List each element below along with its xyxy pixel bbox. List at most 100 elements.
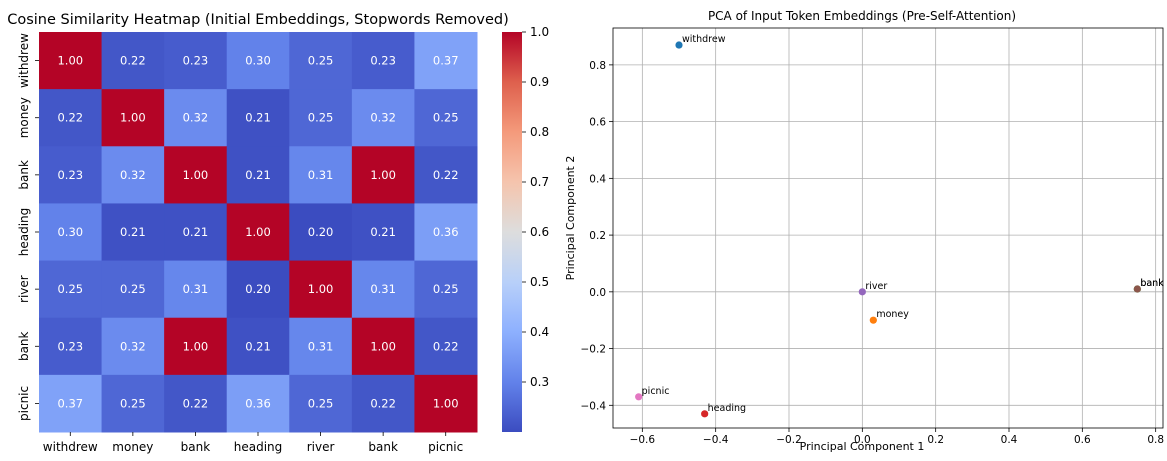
heatmap-value-label: 0.20 (308, 225, 334, 239)
heatmap-cell (414, 89, 478, 147)
heatmap-y-tick-label: money (17, 97, 31, 138)
heatmap-value-label: 0.30 (245, 54, 271, 68)
heatmap-cell (414, 374, 478, 433)
heatmap-y-tick-label: river (17, 275, 31, 303)
scatter-point-label: bank (1140, 278, 1164, 289)
scatter-y-tick-label: 0.6 (589, 117, 606, 129)
scatter-point-label: heading (708, 403, 746, 414)
heatmap-value-label: 0.25 (308, 111, 334, 125)
heatmap-value-label: 0.21 (120, 225, 146, 239)
heatmap-cell (289, 32, 353, 90)
colorbar-tick-label: 0.4 (530, 325, 549, 339)
scatter-x-tick-label: −0.6 (630, 434, 656, 446)
heatmap-cell (39, 89, 103, 147)
heatmap-cell (351, 32, 415, 90)
heatmap-panel: Cosine Similarity Heatmap (Initial Embed… (7, 12, 549, 454)
heatmap-x-tick-label: bank (368, 440, 398, 454)
heatmap-value-label: 0.21 (245, 111, 271, 125)
scatter-x-tick-label: −0.2 (776, 434, 802, 446)
heatmap-cell (164, 374, 228, 433)
heatmap-value-label: 1.00 (308, 282, 334, 296)
heatmap-value-label: 0.21 (245, 168, 271, 182)
scatter-x-axis-label: Principal Component 1 (800, 440, 925, 453)
scatter-point (1133, 285, 1141, 293)
scatter-y-tick-label: 0.4 (589, 173, 606, 185)
heatmap-cell (39, 203, 103, 262)
heatmap-y-tick-label: picnic (17, 386, 31, 421)
heatmap-value-label: 0.31 (370, 282, 396, 296)
colorbar-ticks: 0.3 0.4 0.5 0.6 0.7 0.8 0.9 1.0 (522, 25, 549, 389)
heatmap-value-label: 0.21 (370, 225, 396, 239)
heatmap-cell (164, 146, 228, 204)
scatter-x-tick-label: 0.2 (927, 434, 944, 446)
scatter-y-tick-label: −0.4 (581, 400, 607, 412)
heatmap-value-label: 0.22 (57, 111, 83, 125)
heatmap-cell (414, 317, 478, 376)
heatmap-value-label: 0.25 (120, 282, 146, 296)
heatmap-value-label: 0.32 (370, 111, 396, 125)
scatter-x-tick-label: 0.4 (1001, 434, 1018, 446)
heatmap-cell (39, 374, 103, 433)
heatmap-cell (351, 260, 415, 319)
heatmap-x-tick-label: heading (234, 440, 283, 454)
heatmap-value-label: 0.22 (370, 396, 396, 410)
heatmap-cells: 1.00 0.22 0.23 0.30 0.25 0.23 0.37 0.22 1.00 0.32… (39, 32, 478, 433)
heatmap-value-label: 0.31 (308, 168, 334, 182)
heatmap-value-label: 0.23 (370, 54, 396, 68)
heatmap-x-tick-label: money (112, 440, 153, 454)
heatmap-value-label: 0.36 (433, 225, 459, 239)
heatmap-value-label: 1.00 (120, 111, 146, 125)
scatter-y-tick-label: 0.2 (589, 230, 606, 242)
heatmap-cell (226, 317, 290, 376)
heatmap-value-label: 1.00 (183, 168, 209, 182)
scatter-point-label: withdrew (682, 34, 726, 45)
heatmap-value-label: 1.00 (370, 168, 396, 182)
scatter-point-label: picnic (642, 386, 670, 397)
heatmap-x-tick-labels: withdrew money bank heading river bank picnic (43, 432, 463, 454)
heatmap-value-label: 0.25 (433, 282, 459, 296)
heatmap-cell (289, 146, 353, 204)
heatmap-cell (101, 89, 165, 147)
heatmap-value-label: 1.00 (183, 339, 209, 353)
heatmap-cell (39, 146, 103, 204)
scatter-point (701, 410, 709, 418)
scatter-title: PCA of Input Token Embeddings (Pre-Self-… (708, 9, 1016, 23)
colorbar-tick-label: 0.8 (530, 125, 549, 139)
heatmap-y-tick-label: bank (17, 160, 31, 190)
heatmap-value-label: 0.21 (245, 339, 271, 353)
heatmap-value-label: 0.37 (57, 396, 83, 410)
heatmap-x-tick-label: picnic (428, 440, 463, 454)
heatmap-value-label: 0.20 (245, 282, 271, 296)
heatmap-value-label: 0.37 (433, 54, 459, 68)
heatmap-cell (351, 317, 415, 376)
heatmap-cell (164, 317, 228, 376)
heatmap-cell (101, 317, 165, 376)
heatmap-y-tick-label: heading (17, 208, 31, 257)
colorbar-tick-label: 0.3 (530, 375, 549, 389)
heatmap-cell (101, 203, 165, 262)
heatmap-value-label: 0.22 (183, 396, 209, 410)
heatmap-value-label: 0.31 (308, 339, 334, 353)
heatmap-cell (39, 260, 103, 319)
heatmap-x-tick-label: bank (181, 440, 211, 454)
scatter-y-tick-label: 0.8 (589, 60, 606, 72)
heatmap-cell (351, 203, 415, 262)
heatmap-cell (226, 260, 290, 319)
heatmap-cell (414, 260, 478, 319)
heatmap-value-label: 0.32 (120, 339, 146, 353)
heatmap-value-label: 0.22 (433, 168, 459, 182)
scatter-y-ticks: −0.4 −0.2 0.0 0.2 0.4 0.6 0.8 (581, 60, 613, 412)
scatter-point (635, 393, 643, 401)
heatmap-cell (164, 203, 228, 262)
heatmap-cell (101, 260, 165, 319)
heatmap-value-label: 1.00 (433, 396, 459, 410)
heatmap-cell (226, 89, 290, 147)
scatter-x-tick-label: 0.6 (1074, 434, 1091, 446)
colorbar-tick-label: 0.5 (530, 275, 549, 289)
scatter-point-label: money (876, 309, 909, 320)
scatter-panel: PCA of Input Token Embeddings (Pre-Self-… (564, 9, 1164, 453)
colorbar (502, 32, 522, 432)
heatmap-cell (351, 374, 415, 433)
heatmap-title: Cosine Similarity Heatmap (Initial Embed… (7, 12, 509, 28)
scatter-x-ticks: −0.6 −0.4 −0.2 0.0 0.2 0.4 0.6 0.8 (630, 428, 1164, 446)
